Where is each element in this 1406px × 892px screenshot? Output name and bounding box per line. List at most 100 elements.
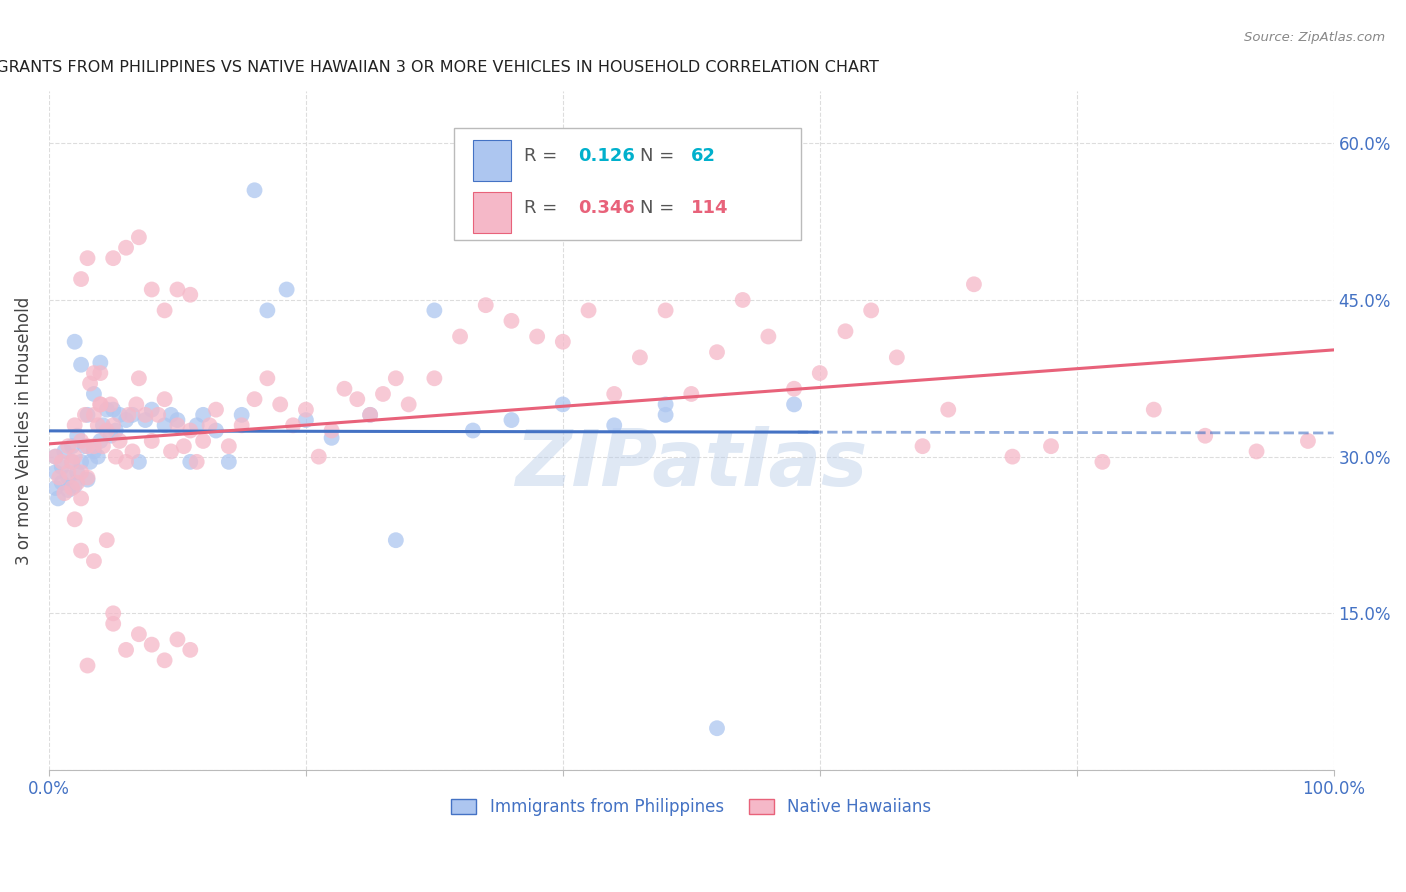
Point [117,408,139,422]
Point [1143,402,1166,417]
Point [153,392,176,407]
Point [128,230,150,244]
Point [83,439,105,453]
Point [51,475,73,490]
Point [1296,434,1319,448]
Point [808,366,831,380]
Point [321,431,343,445]
Point [1091,455,1114,469]
FancyBboxPatch shape [454,128,800,241]
Point [385,371,408,385]
Point [100,429,122,443]
Point [160,444,183,458]
Point [103,418,125,433]
Point [963,277,986,292]
Point [44,450,66,464]
Point [89,366,111,380]
Point [166,413,188,427]
Point [603,387,626,401]
Point [76,408,98,422]
Point [53,486,76,500]
Point [115,241,138,255]
Point [76,439,98,453]
Point [66,475,89,490]
Text: R =: R = [524,147,564,165]
Point [423,303,446,318]
Point [173,439,195,453]
Point [758,329,780,343]
Point [70,272,93,286]
Point [76,251,98,265]
Text: N =: N = [640,199,681,217]
Point [63,479,86,493]
Point [603,418,626,433]
Text: R =: R = [524,199,564,217]
Point [654,397,676,411]
Point [179,287,201,301]
Point [66,465,89,479]
Point [66,429,89,443]
Point [359,408,381,422]
Point [48,470,70,484]
Point [100,397,122,411]
Point [96,402,118,417]
Point [70,455,93,469]
Point [83,387,105,401]
Point [681,387,703,401]
Point [281,418,304,433]
Point [89,397,111,411]
Point [783,382,806,396]
Text: IMMIGRANTS FROM PHILIPPINES VS NATIVE HAWAIIAN 3 OR MORE VEHICLES IN HOUSEHOLD C: IMMIGRANTS FROM PHILIPPINES VS NATIVE HA… [0,60,879,75]
Point [63,334,86,349]
Point [256,371,278,385]
Point [218,439,240,453]
Point [423,371,446,385]
Point [276,283,298,297]
Point [860,303,883,318]
Point [166,418,188,433]
Point [76,470,98,484]
Point [179,455,201,469]
Point [96,533,118,548]
Text: N =: N = [640,147,681,165]
Point [321,424,343,438]
Point [474,298,496,312]
Point [449,329,471,343]
Point [385,533,408,548]
FancyBboxPatch shape [472,140,512,181]
Point [706,721,728,735]
Text: Source: ZipAtlas.com: Source: ZipAtlas.com [1244,31,1385,45]
Point [89,434,111,448]
Point [191,408,214,422]
Point [46,491,69,506]
Text: 114: 114 [692,199,728,217]
Point [73,439,96,453]
Point [153,418,176,433]
Point [70,543,93,558]
Point [628,351,651,365]
Point [936,402,959,417]
Point [160,408,183,422]
Point [205,402,228,417]
Point [108,434,131,448]
Point [295,402,318,417]
Point [783,397,806,411]
Point [371,387,394,401]
Point [91,439,114,453]
Point [83,554,105,568]
Point [706,345,728,359]
Point [76,473,98,487]
Point [134,413,156,427]
Point [63,418,86,433]
Point [346,392,368,407]
Point [231,408,253,422]
Point [115,643,138,657]
Point [104,450,127,464]
Y-axis label: 3 or more Vehicles in Household: 3 or more Vehicles in Household [15,296,32,565]
Point [89,356,111,370]
Point [60,481,83,495]
Point [231,418,253,433]
Point [179,424,201,438]
Point [44,450,66,464]
Point [115,455,138,469]
